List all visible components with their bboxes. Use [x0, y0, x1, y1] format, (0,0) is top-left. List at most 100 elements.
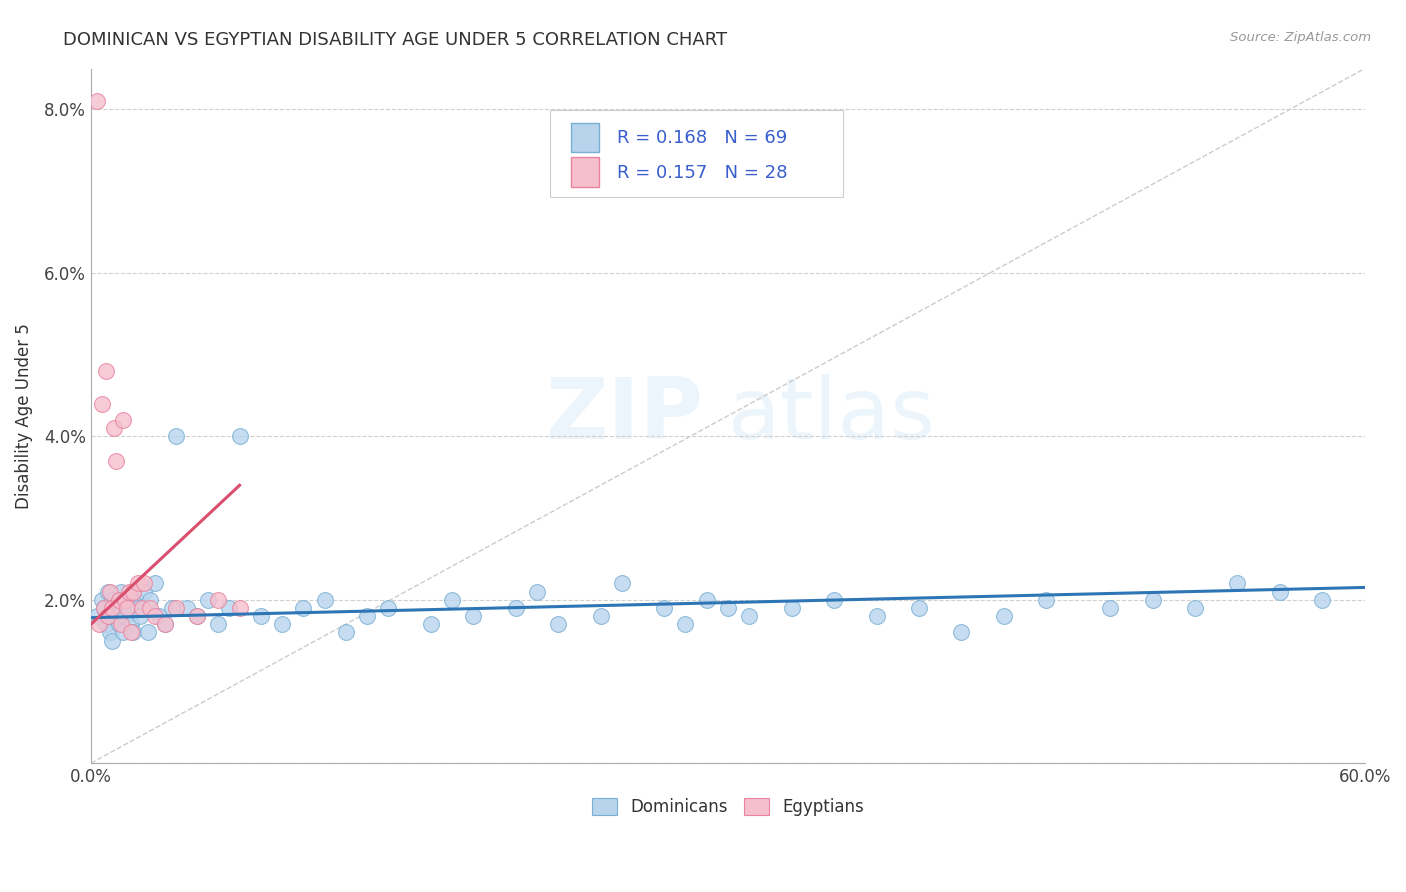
- Point: [128, 609, 150, 624]
- Point: [440, 592, 463, 607]
- Point: [610, 576, 633, 591]
- Point: [132, 584, 155, 599]
- Point: [110, 617, 132, 632]
- Point: [89, 617, 111, 632]
- Point: [107, 617, 129, 632]
- Text: ZIP: ZIP: [544, 375, 703, 458]
- Point: [335, 625, 357, 640]
- Point: [197, 592, 219, 607]
- Point: [132, 576, 155, 591]
- Point: [738, 609, 761, 624]
- Point: [105, 454, 128, 468]
- Point: [118, 600, 141, 615]
- Point: [865, 609, 887, 624]
- Point: [105, 609, 128, 624]
- Point: [101, 592, 124, 607]
- Point: [94, 364, 117, 378]
- Point: [122, 584, 145, 599]
- Point: [1226, 576, 1249, 591]
- FancyBboxPatch shape: [571, 157, 599, 186]
- Point: [115, 600, 138, 615]
- Point: [696, 592, 718, 607]
- Point: [101, 600, 124, 615]
- Point: [908, 600, 931, 615]
- Point: [90, 592, 112, 607]
- Point: [250, 609, 273, 624]
- Point: [86, 609, 108, 624]
- Point: [1184, 600, 1206, 615]
- Point: [160, 600, 183, 615]
- Point: [107, 592, 129, 607]
- Y-axis label: Disability Age Under 5: Disability Age Under 5: [15, 323, 32, 508]
- Point: [143, 609, 166, 624]
- Point: [97, 584, 120, 599]
- Point: [93, 600, 115, 615]
- Point: [1268, 584, 1291, 599]
- Point: [547, 617, 569, 632]
- Point: [463, 609, 485, 624]
- Point: [120, 617, 142, 632]
- Point: [228, 600, 250, 615]
- Legend: Dominicans, Egyptians: Dominicans, Egyptians: [583, 789, 873, 824]
- Point: [139, 600, 162, 615]
- Point: [652, 600, 675, 615]
- Point: [1099, 600, 1122, 615]
- Point: [94, 617, 117, 632]
- Point: [97, 609, 120, 624]
- Point: [136, 625, 159, 640]
- Point: [950, 625, 973, 640]
- Point: [993, 609, 1015, 624]
- Text: Source: ZipAtlas.com: Source: ZipAtlas.com: [1230, 31, 1371, 45]
- Point: [675, 617, 697, 632]
- Point: [717, 600, 740, 615]
- Point: [114, 592, 136, 607]
- Text: atlas: atlas: [728, 375, 936, 458]
- Point: [118, 584, 141, 599]
- Point: [377, 600, 399, 615]
- Point: [98, 625, 121, 640]
- Point: [131, 600, 153, 615]
- Point: [155, 617, 177, 632]
- Point: [314, 592, 336, 607]
- Point: [110, 584, 132, 599]
- Point: [419, 617, 441, 632]
- Point: [86, 94, 108, 108]
- Point: [124, 592, 146, 607]
- Point: [165, 429, 187, 443]
- FancyBboxPatch shape: [571, 123, 599, 152]
- Point: [103, 421, 125, 435]
- Point: [823, 592, 845, 607]
- Point: [143, 576, 166, 591]
- Point: [165, 600, 187, 615]
- Point: [780, 600, 803, 615]
- Point: [98, 584, 121, 599]
- Text: DOMINICAN VS EGYPTIAN DISABILITY AGE UNDER 5 CORRELATION CHART: DOMINICAN VS EGYPTIAN DISABILITY AGE UND…: [63, 31, 727, 49]
- Point: [120, 625, 142, 640]
- Point: [155, 617, 177, 632]
- Point: [176, 600, 198, 615]
- Text: R = 0.168   N = 69: R = 0.168 N = 69: [617, 129, 787, 147]
- Point: [292, 600, 315, 615]
- Text: R = 0.157   N = 28: R = 0.157 N = 28: [617, 163, 787, 182]
- Point: [127, 600, 149, 615]
- Point: [186, 609, 208, 624]
- Point: [122, 625, 145, 640]
- Point: [589, 609, 612, 624]
- Point: [1142, 592, 1164, 607]
- Point: [111, 413, 134, 427]
- Point: [526, 584, 548, 599]
- Point: [115, 592, 138, 607]
- Point: [114, 609, 136, 624]
- Point: [122, 584, 145, 599]
- Point: [505, 600, 527, 615]
- Point: [356, 609, 378, 624]
- Point: [207, 617, 229, 632]
- FancyBboxPatch shape: [550, 111, 842, 197]
- Point: [186, 609, 208, 624]
- Point: [90, 396, 112, 410]
- Point: [1035, 592, 1057, 607]
- Point: [127, 576, 149, 591]
- Point: [207, 592, 229, 607]
- Point: [111, 625, 134, 640]
- Point: [218, 600, 240, 615]
